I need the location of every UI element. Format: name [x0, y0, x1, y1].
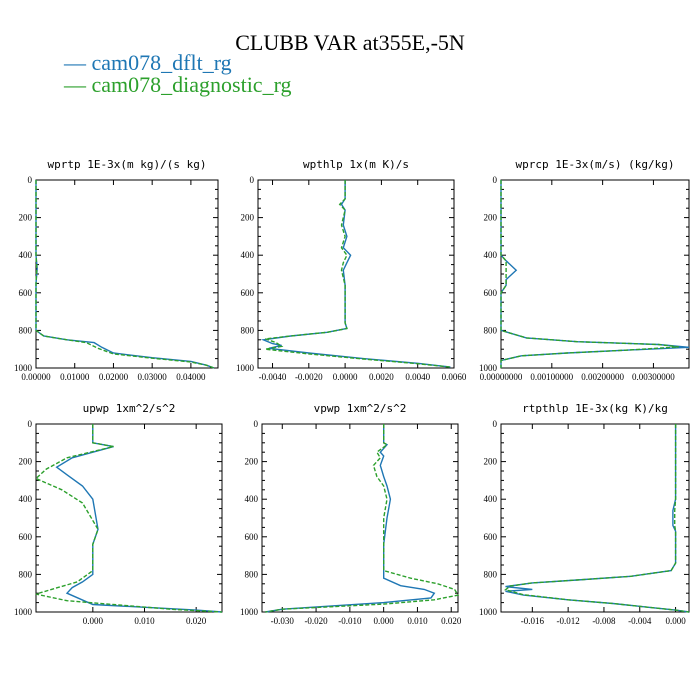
x-tick-label: -0.004: [628, 616, 652, 626]
x-tick-label: 0.01000: [60, 372, 90, 382]
series-line-dflt: [500, 180, 690, 368]
y-tick-label: 400: [241, 250, 255, 260]
x-tick-label: 0.0060: [442, 372, 467, 382]
x-tick-label: 0.00000: [21, 372, 51, 382]
chart-title: wpthlp 1x(m K)/s: [303, 158, 409, 171]
x-tick-label: 0.00200000: [581, 372, 624, 382]
plot-frame: [500, 179, 690, 369]
x-tick-label: -0.030: [271, 616, 295, 626]
series-line-diagnostic: [34, 424, 223, 613]
y-tick-label: 800: [245, 569, 259, 579]
x-tick-label: 0.00300000: [632, 372, 675, 382]
x-tick-label: 0.020: [441, 616, 462, 626]
series-line-dflt: [265, 424, 436, 613]
series-line-dflt: [55, 424, 223, 613]
y-tick-label: 600: [245, 532, 259, 542]
y-tick-label: 0: [254, 419, 259, 429]
series-line-dflt: [505, 424, 690, 613]
x-tick-label: -0.010: [338, 616, 362, 626]
y-tick-label: 1000: [14, 363, 33, 373]
y-tick-label: 800: [241, 325, 255, 335]
y-tick-label: 400: [484, 250, 498, 260]
y-tick-label: 200: [484, 457, 498, 467]
y-tick-label: 600: [19, 532, 33, 542]
series-line-diagnostic: [265, 180, 451, 368]
x-tick-label: -0.0020: [295, 372, 323, 382]
x-tick-label: 0.000: [374, 616, 395, 626]
y-tick-label: 0: [28, 419, 33, 429]
x-tick-label: -0.008: [592, 616, 616, 626]
y-tick-label: 800: [484, 325, 498, 335]
chart-panel-4: vpwp 1xm^2/s^2 0 200 400 600 800 1000 -0.030 -0.…: [240, 402, 462, 626]
series-line-diagnostic: [265, 424, 460, 613]
y-tick-label: 600: [484, 288, 498, 298]
y-tick-label: 1000: [14, 607, 33, 617]
x-tick-label: 0.00000000: [480, 372, 523, 382]
y-tick-label: 600: [241, 288, 255, 298]
chart-panel-5: rtpthlp 1E-3x(kg K)/kg 0 200 400 600 800 1000 -…: [479, 402, 690, 626]
legend-item-diagnostic: — cam078_diagnostic_rg: [64, 72, 292, 97]
y-tick-label: 0: [493, 419, 498, 429]
chart-title: wprcp 1E-3x(m/s) (kg/kg): [516, 158, 675, 171]
x-tick-label: -0.012: [557, 616, 580, 626]
series-line-dflt: [260, 180, 451, 368]
chart-title: rtpthlp 1E-3x(kg K)/kg: [522, 402, 668, 415]
y-tick-label: 400: [19, 250, 33, 260]
y-tick-label: 600: [19, 288, 33, 298]
chart-panel-1: wpthlp 1x(m K)/s 0 200 400 600 800 1000 -0.0040…: [236, 158, 467, 382]
x-tick-label: -0.020: [304, 616, 328, 626]
y-tick-label: 600: [484, 532, 498, 542]
y-tick-label: 200: [241, 213, 255, 223]
y-tick-label: 0: [250, 175, 255, 185]
x-tick-label: 0.00100000: [530, 372, 573, 382]
y-tick-label: 1000: [479, 363, 498, 373]
chart-panel-3: upwp 1xm^2/s^2 0 200 400 600 800 1000 0.000 0.01…: [14, 402, 223, 626]
chart-title: wprtp 1E-3x(m kg)/(s kg): [48, 158, 207, 171]
y-tick-label: 0: [493, 175, 498, 185]
y-tick-label: 400: [484, 494, 498, 504]
x-tick-label: 0.0020: [369, 372, 394, 382]
x-tick-label: 0.0040: [405, 372, 430, 382]
chart-title: upwp 1xm^2/s^2: [83, 402, 176, 415]
legend: — cam078_dflt_rg — cam078_diagnostic_rg: [64, 52, 292, 96]
x-tick-label: 0.000: [83, 616, 104, 626]
plot-frame: [261, 423, 459, 613]
y-tick-label: 800: [484, 569, 498, 579]
x-tick-label: 0.010: [134, 616, 155, 626]
x-tick-label: 0.03000: [138, 372, 168, 382]
y-tick-label: 800: [19, 569, 33, 579]
y-tick-label: 200: [245, 457, 259, 467]
y-tick-label: 1000: [236, 363, 255, 373]
x-tick-label: -0.016: [521, 616, 545, 626]
chart-panel-2: wprcp 1E-3x(m/s) (kg/kg) 0 200 400 600 800 100…: [479, 158, 690, 382]
y-tick-label: 200: [19, 457, 33, 467]
y-tick-label: 1000: [240, 607, 259, 617]
y-tick-label: 400: [19, 494, 33, 504]
series-line-diagnostic: [35, 180, 215, 369]
x-tick-label: 0.010: [407, 616, 428, 626]
y-tick-label: 1000: [479, 607, 498, 617]
series-line-diagnostic: [504, 424, 690, 613]
y-tick-label: 400: [245, 494, 259, 504]
plot-frame: [257, 179, 455, 369]
x-tick-label: 0.02000: [99, 372, 129, 382]
x-tick-label: 0.020: [186, 616, 207, 626]
y-tick-label: 200: [19, 213, 33, 223]
y-tick-label: 800: [19, 325, 33, 335]
chart-title: vpwp 1xm^2/s^2: [314, 402, 407, 415]
x-tick-label: 0.04000: [176, 372, 206, 382]
y-tick-label: 0: [28, 175, 33, 185]
chart-panel-0: wprtp 1E-3x(m kg)/(s kg) 0 200 400 600 800 100…: [14, 158, 219, 382]
legend-item-dflt: — cam078_dflt_rg: [64, 50, 232, 75]
series-line-dflt: [35, 180, 215, 369]
figure-title: CLUBB VAR at355E,-5N: [235, 30, 465, 55]
series-line-diagnostic: [500, 180, 679, 368]
y-tick-label: 200: [484, 213, 498, 223]
x-tick-label: 0.000: [665, 616, 686, 626]
x-tick-label: -0.0040: [259, 372, 287, 382]
plot-frame: [35, 423, 223, 613]
x-tick-label: 0.0000: [333, 372, 358, 382]
